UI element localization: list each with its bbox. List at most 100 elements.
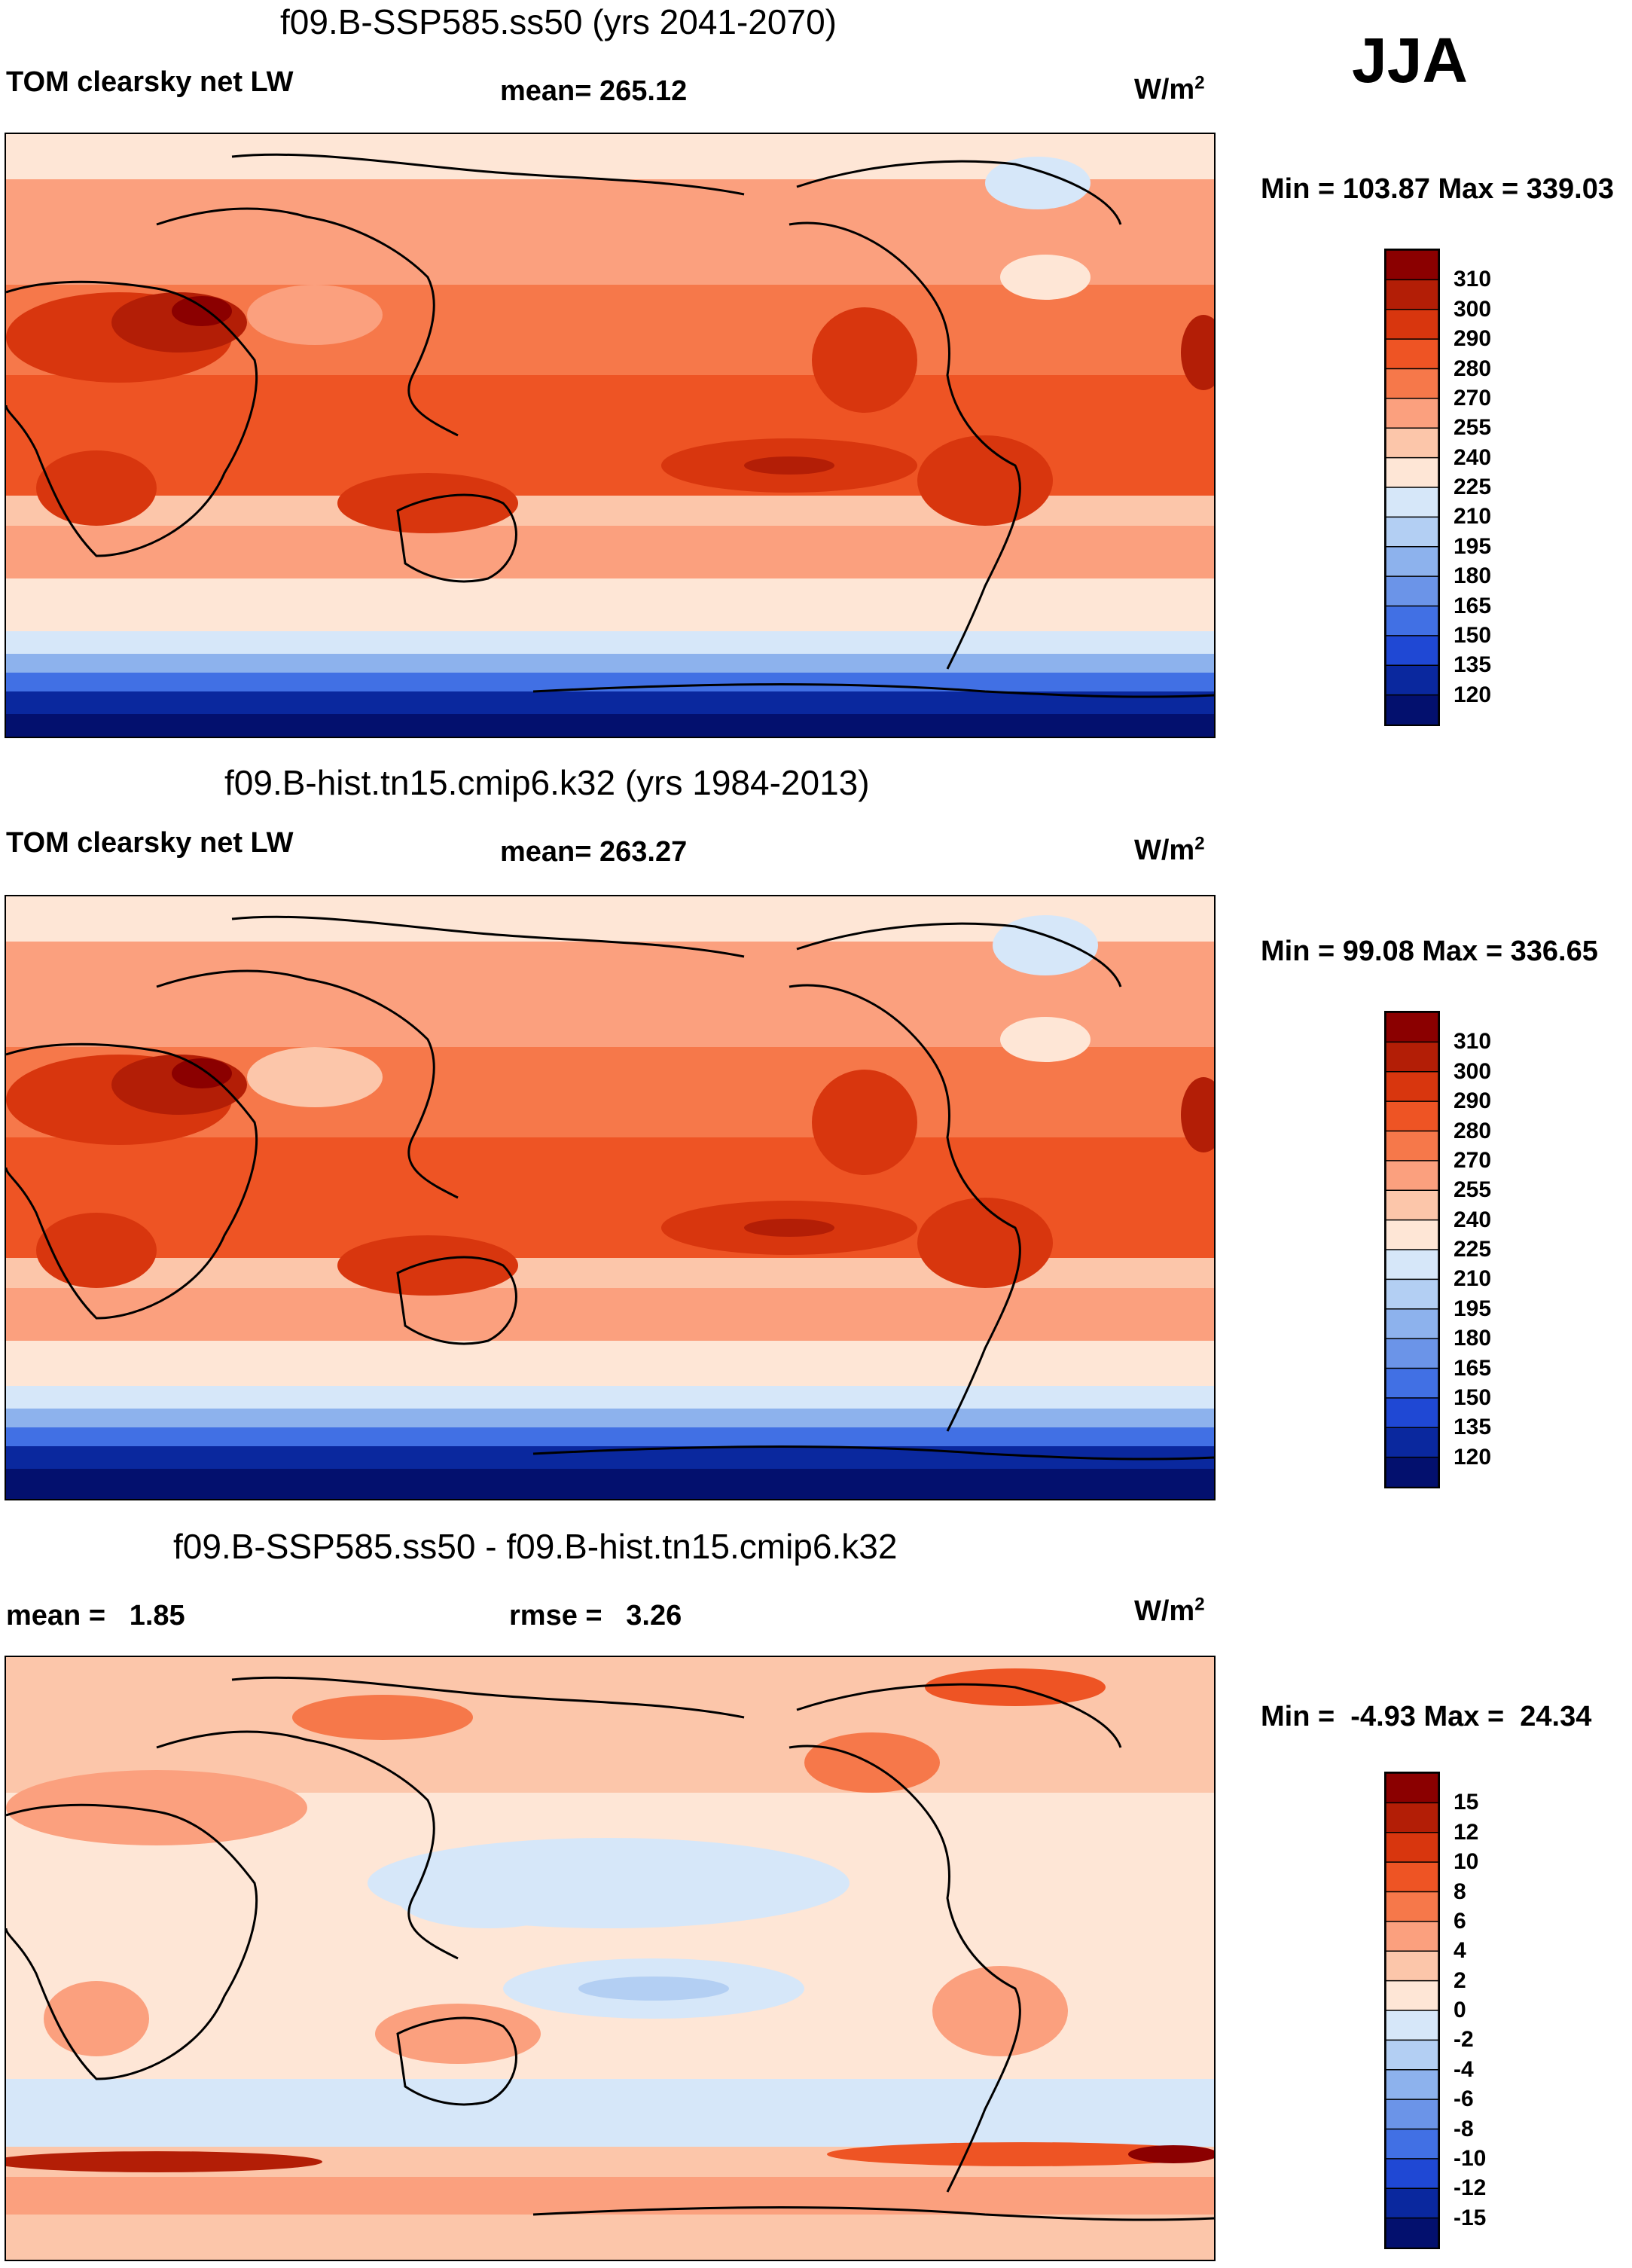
colorbar-tick-label: 255: [1454, 1177, 1492, 1203]
colorbar-swatch: [1385, 1367, 1439, 1400]
colorbar-tick-label: 270: [1454, 1147, 1492, 1173]
colorbar-swatch: [1385, 2187, 1439, 2219]
colorbar-tick-label: 150: [1454, 622, 1492, 648]
panel-1-minmax: Min = 103.87 Max = 339.03: [1261, 173, 1614, 205]
colorbar-tick-label: 2: [1454, 1967, 1466, 1993]
colorbar-tick-label: 225: [1454, 1237, 1492, 1262]
colorbar-tick-label: 290: [1454, 1088, 1492, 1114]
colorbar-swatch: [1385, 2217, 1439, 2249]
colorbar-tick-label: 8: [1454, 1879, 1466, 1904]
colorbar-swatch: [1385, 1950, 1439, 1982]
panel-1-units: W/m2: [1134, 72, 1205, 105]
panel-1-left-label: TOM clearsky net LW: [6, 66, 294, 98]
colorbar-swatch: [1385, 2039, 1439, 2071]
colorbar-swatch: [1385, 398, 1439, 429]
colorbar-tick-label: 12: [1454, 1819, 1479, 1845]
colorbar-swatch: [1385, 338, 1439, 370]
colorbar-swatch: [1385, 249, 1439, 281]
panel-2-mean-label: mean= 263.27: [500, 836, 688, 868]
colorbar-tick-label: 6: [1454, 1908, 1466, 1934]
colorbar-swatch: [1385, 487, 1439, 518]
colorbar-swatch: [1385, 1397, 1439, 1429]
panel-3-units: W/m2: [1134, 1594, 1205, 1627]
panel-2-minmax: Min = 99.08 Max = 336.65: [1261, 936, 1598, 967]
panel-2-colorbar-swatches: [1385, 1012, 1439, 1488]
panel-3-minmax: Min = -4.93 Max = 24.34: [1261, 1701, 1592, 1732]
panel-2-map: [5, 895, 1216, 1500]
panel-2-units: W/m2: [1134, 833, 1205, 866]
colorbar-swatch: [1385, 427, 1439, 459]
colorbar-swatch: [1385, 1160, 1439, 1192]
colorbar-swatch: [1385, 279, 1439, 311]
colorbar-tick-label: 10: [1454, 1849, 1479, 1875]
colorbar-tick-label: 210: [1454, 1266, 1492, 1292]
colorbar-swatch: [1385, 664, 1439, 696]
panel-3-rmse-label: rmse = 3.26: [509, 1600, 682, 1632]
colorbar-tick-label: 290: [1454, 326, 1492, 352]
colorbar-swatch: [1385, 1012, 1439, 1043]
panel-3-colorbar: [1384, 1772, 1440, 2249]
colorbar-swatch: [1385, 1249, 1439, 1281]
colorbar-swatch: [1385, 2099, 1439, 2130]
colorbar-swatch: [1385, 1130, 1439, 1162]
colorbar-swatch: [1385, 1772, 1439, 1804]
colorbar-swatch: [1385, 1219, 1439, 1251]
colorbar-swatch: [1385, 694, 1439, 726]
colorbar-swatch: [1385, 1891, 1439, 1923]
colorbar-tick-label: -6: [1454, 2086, 1474, 2112]
colorbar-tick-label: 240: [1454, 1207, 1492, 1232]
colorbar-tick-label: 280: [1454, 356, 1492, 381]
panel-2-left-label: TOM clearsky net LW: [6, 827, 294, 859]
colorbar-swatch: [1385, 1427, 1439, 1458]
colorbar-swatch: [1385, 605, 1439, 637]
colorbar-swatch: [1385, 1308, 1439, 1340]
panel-2-title: f09.B-hist.tn15.cmip6.k32 (yrs 1984-2013…: [224, 763, 870, 802]
colorbar-tick-label: 120: [1454, 1444, 1492, 1470]
colorbar-tick-label: 165: [1454, 593, 1492, 618]
colorbar-tick-label: 195: [1454, 1296, 1492, 1321]
colorbar-tick-label: 300: [1454, 1058, 1492, 1084]
panel-1-map: [5, 133, 1216, 738]
colorbar-tick-label: -15: [1454, 2205, 1487, 2230]
colorbar-tick-label: 255: [1454, 415, 1492, 441]
colorbar-tick-label: -12: [1454, 2175, 1487, 2201]
colorbar-tick-label: -2: [1454, 2027, 1474, 2053]
colorbar-swatch: [1385, 1278, 1439, 1311]
colorbar-tick-label: -4: [1454, 2056, 1474, 2082]
colorbar-tick-label: 240: [1454, 444, 1492, 470]
colorbar-swatch: [1385, 309, 1439, 340]
colorbar-swatch: [1385, 368, 1439, 400]
colorbar-tick-label: 15: [1454, 1790, 1479, 1815]
colorbar-tick-label: 195: [1454, 533, 1492, 559]
colorbar-tick-label: 120: [1454, 682, 1492, 707]
colorbar-swatch: [1385, 1832, 1439, 1864]
colorbar-swatch: [1385, 456, 1439, 489]
panel-2-colorbar: [1384, 1011, 1440, 1488]
colorbar-swatch: [1385, 1802, 1439, 1834]
colorbar-swatch: [1385, 2158, 1439, 2190]
colorbar-swatch: [1385, 2010, 1439, 2041]
colorbar-swatch: [1385, 1456, 1439, 1488]
colorbar-swatch: [1385, 1921, 1439, 1952]
colorbar-swatch: [1385, 1041, 1439, 1073]
colorbar-tick-label: 280: [1454, 1118, 1492, 1143]
colorbar-swatch: [1385, 1071, 1439, 1103]
panel-1-colorbar-swatches: [1385, 249, 1439, 726]
colorbar-tick-label: 135: [1454, 1415, 1492, 1440]
colorbar-swatch: [1385, 516, 1439, 548]
panel-1-title: f09.B-SSP585.ss50 (yrs 2041-2070): [280, 2, 837, 41]
season-label: JJA: [1352, 25, 1469, 96]
colorbar-tick-label: 135: [1454, 652, 1492, 678]
colorbar-swatch: [1385, 2069, 1439, 2101]
colorbar-tick-label: 0: [1454, 1998, 1466, 2022]
colorbar-tick-label: 310: [1454, 267, 1492, 292]
colorbar-tick-label: 4: [1454, 1938, 1466, 1964]
panel-3-colorbar-swatches: [1385, 1772, 1439, 2249]
panel-1-mean-label: mean= 265.12: [500, 75, 688, 107]
colorbar-swatch: [1385, 1338, 1439, 1369]
colorbar-tick-label: -8: [1454, 2116, 1474, 2141]
colorbar-tick-label: 225: [1454, 475, 1492, 499]
colorbar-swatch: [1385, 1861, 1439, 1893]
colorbar-swatch: [1385, 635, 1439, 667]
panel-1-colorbar: [1384, 249, 1440, 726]
